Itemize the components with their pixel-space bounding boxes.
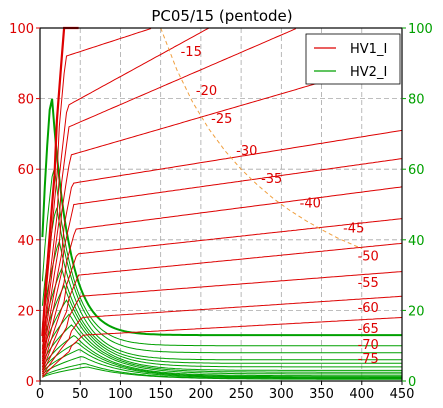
y2-tick-label: 80 [408,93,425,108]
hv2-curve [41,284,402,368]
hv2-curve [42,366,402,380]
dissipation-curve [160,27,362,250]
hv2-curve [41,267,402,364]
y2-tick-label: 40 [408,234,425,249]
hv2-curve [42,349,402,378]
hv2-curve [41,342,402,378]
y2-tick-label: 0 [408,375,416,390]
hv2-curve [41,299,402,371]
y-tick-label: 20 [17,304,34,319]
hv2-curve [41,98,402,337]
grid-voltage-label: -70 [358,338,379,353]
grid-voltage-label: -50 [358,250,379,265]
y-tick-label: 80 [17,93,34,108]
grid-voltage-label: -20 [196,84,217,99]
hv1-curve [41,129,403,362]
legend: HV1_I HV2_I [305,33,401,85]
hv1-curve [41,158,403,365]
hv1-curve [41,271,403,375]
grid-voltage-label: -40 [300,197,321,212]
y-tick-label: 0 [26,375,34,390]
x-tick-label: 450 [390,387,415,402]
grid-voltage-label: -35 [261,172,282,187]
hv1-curve [41,28,152,342]
chart-title: PC05/15 (pentode) [151,7,292,25]
hv1-curve [41,28,296,354]
x-tick-label: 300 [269,387,294,402]
y-tick-label: 40 [17,234,34,249]
hv1-curve [41,186,403,368]
legend-box [305,33,401,85]
grid-voltage-label: -60 [358,301,379,316]
hv1-curve [41,218,403,370]
axes: 0 50 100 150 200 250 300 350 400 4500204060801000… [9,22,433,402]
x-tick-label: 400 [349,387,374,402]
y2-tick-label: 20 [408,304,425,319]
grid-voltage-label: -25 [211,112,232,127]
hv1-curve [41,295,403,377]
plot-frame [39,27,403,382]
x-tick-label: 100 [108,387,133,402]
grid-voltage-label: -55 [358,276,379,291]
hv2-curve [41,313,402,373]
x-tick-label: 0 [36,387,44,402]
hv2-curve [41,239,402,361]
hv2-curve [41,324,402,375]
x-tick-label: 350 [309,387,334,402]
grid-voltage-label: -75 [358,352,379,367]
grid-voltage-label: -65 [358,322,379,337]
hv1-curve [41,27,210,350]
legend-label: HV2_I [350,65,387,80]
hv2-curve [42,356,402,379]
x-tick-label: 200 [188,387,213,402]
legend-label: HV1_I [350,42,387,57]
x-tick-label: 50 [72,387,89,402]
y2-tick-label: 60 [408,163,425,178]
hv1-curve [41,242,403,373]
plot-curves [41,26,403,380]
curve-annotations: -15 -20 -25 -30 -35 -40 -45 -50 -55 -60 -65-70-75 [181,45,379,367]
y2-tick-label: 100 [408,22,433,37]
grid-voltage-label: -15 [181,45,202,60]
y-tick-label: 60 [17,163,34,178]
hv2-curve [41,207,402,354]
y-tick-label: 100 [9,22,34,37]
grid-voltage-label: -30 [236,144,257,159]
x-tick-label: 150 [148,387,173,402]
x-tick-label: 250 [229,387,254,402]
hv2-curve [41,167,402,347]
hv2-curve [41,334,402,377]
grid-voltage-label: -45 [343,221,364,236]
hv1-curve [42,317,403,378]
